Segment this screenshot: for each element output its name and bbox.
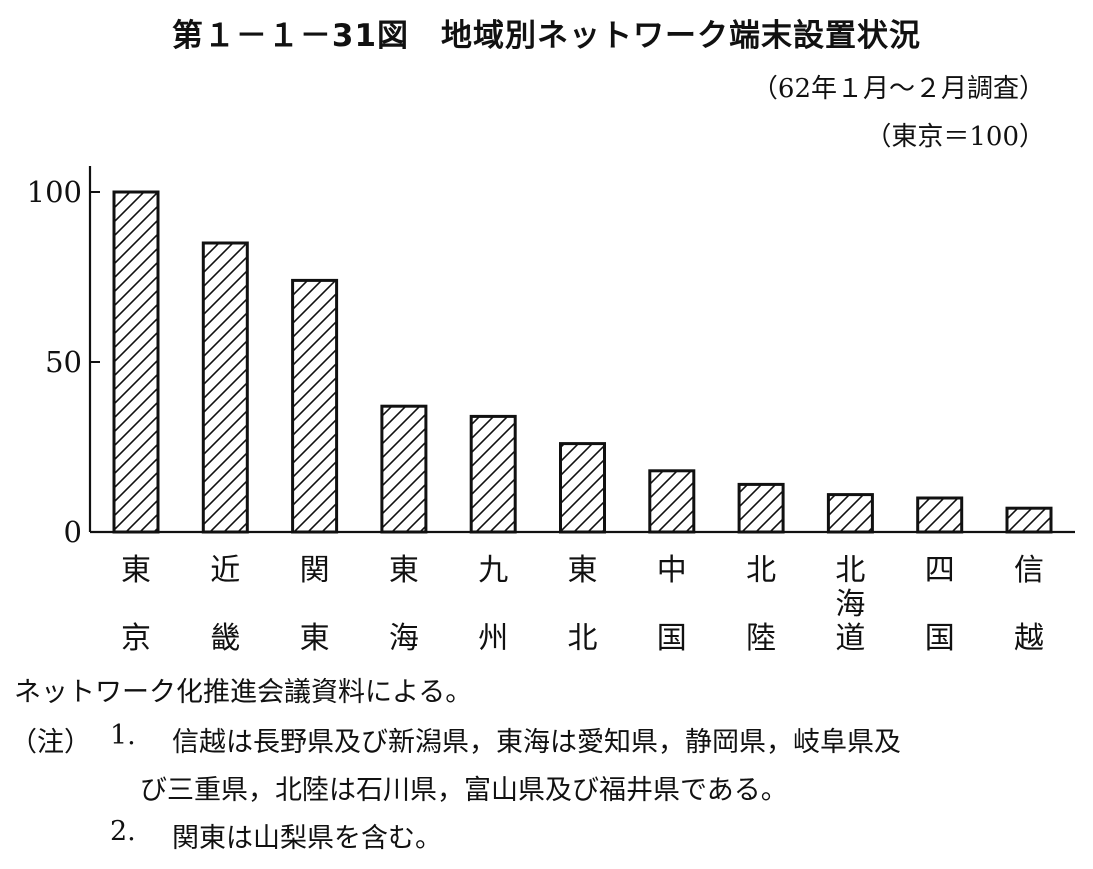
x-tick-label: 北海道 — [835, 553, 865, 656]
x-tick-char: 道 — [835, 621, 865, 656]
x-tick-label: 九州 — [478, 553, 508, 656]
bar-北海道 — [826, 493, 874, 534]
bar-近畿 — [201, 241, 249, 534]
note-2-text: 関東は山梨県を含む。 — [172, 823, 442, 854]
note-1-number: 1. — [110, 720, 136, 751]
y-tick-label: 100 — [27, 175, 82, 209]
bar-東海 — [380, 404, 428, 534]
x-tick-label: 四国 — [925, 553, 955, 656]
bars-group — [112, 190, 1053, 534]
survey-period: （62年１月～２月調査） — [751, 74, 1045, 104]
x-tick-char: 東 — [121, 553, 151, 588]
note-2-number: 2. — [110, 816, 136, 847]
x-tick-char: 畿 — [210, 621, 240, 656]
x-tick-char: 海 — [389, 621, 419, 656]
bar-信越 — [1005, 506, 1053, 534]
y-tick-label: 0 — [64, 515, 82, 549]
x-tick-char: 九 — [478, 553, 508, 588]
x-tick-char: 国 — [925, 621, 955, 656]
note-1-text: 信越は長野県及び新潟県，東海は愛知県，静岡県，岐阜県及 — [172, 727, 901, 758]
bar-北陸 — [737, 482, 785, 534]
base-note: （東京＝100） — [865, 122, 1045, 152]
x-tick-char: 越 — [1014, 621, 1044, 656]
x-tick-label: 北陸 — [746, 553, 776, 656]
x-tick-label: 中国 — [657, 553, 687, 656]
x-tick-label: 信越 — [1014, 553, 1044, 656]
x-tick-char: 東 — [389, 553, 419, 588]
chart-title: 第１－１－31図 地域別ネットワーク端末設置状況 — [171, 18, 922, 54]
x-tick-char: 近 — [210, 553, 240, 588]
x-tick-char: 信 — [1014, 553, 1044, 588]
x-tick-label: 関東 — [300, 553, 330, 656]
note-1-continuation: び三重県，北陸は石川県，富山県及び福井県である。 — [140, 775, 788, 806]
x-tick-char: 北 — [746, 553, 776, 588]
bar-中国 — [648, 469, 696, 534]
bar-東京 — [112, 190, 160, 534]
x-tick-char: 京 — [121, 621, 151, 656]
y-tick-label: 50 — [45, 345, 82, 379]
source-note: ネットワーク化推進会議資料による。 — [14, 677, 473, 708]
x-tick-label: 近畿 — [210, 553, 240, 656]
bar-九州 — [469, 414, 517, 534]
x-tick-char: 州 — [478, 621, 508, 656]
x-tick-label: 東北 — [568, 553, 598, 656]
x-tick-char: 東 — [300, 621, 330, 656]
bar-関東 — [291, 278, 339, 534]
note-label: （注） — [10, 727, 91, 758]
x-tick-char: 陸 — [746, 621, 776, 656]
x-tick-char: 北 — [835, 553, 865, 588]
x-tick-label: 東京 — [121, 553, 151, 656]
x-tick-label: 東海 — [389, 553, 419, 656]
x-tick-char: 北 — [568, 621, 598, 656]
x-tick-char: 四 — [925, 553, 955, 588]
x-tick-char: 関 — [300, 553, 330, 588]
x-tick-char: 東 — [568, 553, 598, 588]
bar-四国 — [916, 496, 964, 534]
chart-axes: 0 50 100 — [27, 166, 1075, 549]
x-tick-char: 中 — [657, 553, 687, 588]
bar-東北 — [559, 442, 606, 534]
x-tick-char: 海 — [835, 587, 865, 622]
x-tick-char: 国 — [657, 621, 687, 656]
